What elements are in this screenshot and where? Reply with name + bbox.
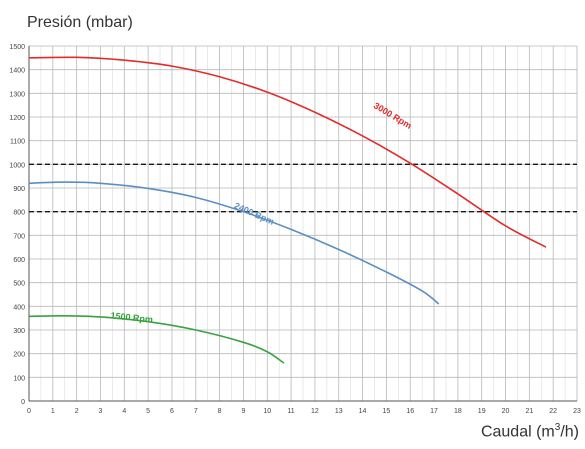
x-tick-label: 20 <box>502 408 510 415</box>
y-tick-label: 800 <box>13 210 25 217</box>
x-tick-label: 1 <box>51 408 55 415</box>
y-tick-label: 1000 <box>9 162 25 169</box>
x-tick-label: 18 <box>454 408 462 415</box>
x-tick-label: 23 <box>573 408 581 415</box>
x-tick-label: 6 <box>170 408 174 415</box>
x-tick-label: 8 <box>218 408 222 415</box>
x-tick-label: 4 <box>122 408 126 415</box>
y-tick-label: 400 <box>13 304 25 311</box>
y-tick-label: 600 <box>13 257 25 264</box>
x-axis-title-superscript: 3 <box>554 422 561 433</box>
x-tick-label: 19 <box>478 408 486 415</box>
y-tick-label: 100 <box>13 375 25 382</box>
series-label: 1500 Rpm <box>110 310 153 324</box>
x-tick-label: 5 <box>146 408 150 415</box>
x-tick-label: 17 <box>430 408 438 415</box>
y-tick-label: 700 <box>13 233 25 240</box>
y-tick-label: 1400 <box>9 68 25 75</box>
x-tick-label: 21 <box>525 408 533 415</box>
y-tick-label: 1300 <box>9 91 25 98</box>
x-tick-label: 10 <box>263 408 271 415</box>
x-tick-label: 15 <box>382 408 390 415</box>
series-line <box>28 181 440 305</box>
x-tick-label: 22 <box>549 408 557 415</box>
y-tick-label: 0 <box>21 399 25 406</box>
x-tick-label: 12 <box>311 408 319 415</box>
y-tick-label: 200 <box>13 352 25 359</box>
series-line <box>28 314 285 364</box>
y-tick-label: 1500 <box>9 44 25 51</box>
x-tick-label: 3 <box>99 408 103 415</box>
y-axis-title: Presión (mbar) <box>27 14 133 31</box>
x-tick-label: 0 <box>27 408 31 415</box>
y-tick-label: 900 <box>13 186 25 193</box>
x-axis-title-end: /h) <box>560 423 579 441</box>
x-tick-label: 16 <box>406 408 414 415</box>
x-tick-label: 13 <box>335 408 343 415</box>
x-tick-label: 9 <box>241 408 245 415</box>
x-tick-label: 2 <box>75 408 79 415</box>
y-tick-label: 1100 <box>10 139 25 146</box>
series-line <box>28 56 547 248</box>
x-axis-title-main: Caudal (m <box>480 423 555 441</box>
y-tick-label: 1200 <box>9 115 25 122</box>
y-tick-label: 500 <box>13 281 25 288</box>
x-tick-label: 11 <box>287 408 294 415</box>
y-tick-label: 300 <box>13 328 25 335</box>
x-tick-label: 14 <box>359 408 367 415</box>
x-tick-label: 7 <box>194 408 198 415</box>
x-axis-title: Caudal (m3/h) <box>481 422 579 441</box>
